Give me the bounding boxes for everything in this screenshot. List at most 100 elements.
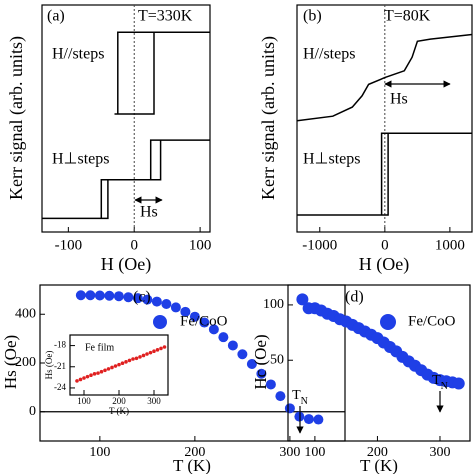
data-point — [151, 296, 162, 307]
annotation: T=330K — [138, 8, 193, 25]
annotation: TN — [292, 388, 308, 407]
data-point — [265, 379, 276, 390]
data-point — [92, 372, 97, 376]
data-point — [94, 290, 105, 301]
data-point — [218, 332, 229, 343]
legend-marker — [153, 315, 167, 329]
data-point — [303, 414, 314, 425]
x-tick-label: 100 — [89, 445, 110, 460]
data-point — [110, 365, 114, 370]
x-axis-label: T (K) — [109, 406, 129, 416]
x-axis-label: T (K) — [173, 456, 211, 474]
data-point — [180, 306, 191, 317]
annotation-main: T — [292, 388, 301, 403]
legend-marker — [380, 314, 396, 330]
annotation: (d) — [345, 289, 364, 306]
data-point — [275, 391, 286, 402]
data-point — [141, 353, 146, 358]
x-tick-label: 100 — [77, 396, 91, 406]
x-tick-label: -1000 — [302, 237, 337, 253]
y-tick-label: 200 — [15, 355, 36, 370]
legend-label: Fe/CoO — [180, 313, 228, 329]
data-point — [294, 411, 305, 422]
y-tick-label: 50 — [270, 352, 284, 367]
x-tick-label: 200 — [184, 445, 205, 460]
y-axis-label: Kerr signal (arb. units) — [258, 36, 279, 200]
data-point — [117, 362, 121, 367]
data-point — [162, 345, 167, 349]
x-tick-label: 0 — [130, 237, 138, 253]
x-tick-label: -100 — [55, 237, 83, 253]
y-tick-label: -18 — [54, 340, 66, 350]
x-tick-label: 100 — [304, 445, 325, 460]
data-point — [208, 324, 219, 335]
loop-curve — [42, 139, 210, 220]
data-point — [256, 368, 267, 379]
data-point — [237, 349, 248, 360]
data-point — [131, 357, 135, 361]
data-point — [103, 368, 107, 373]
y-tick-label: 0 — [29, 404, 36, 419]
series-label: H⊥steps — [303, 151, 361, 168]
annotation: (c) — [133, 289, 151, 306]
data-point — [170, 302, 181, 313]
y-axis-label: Hs (Oe) — [1, 335, 20, 389]
y-tick-label: 100 — [263, 297, 284, 312]
data-point — [99, 369, 104, 374]
plot-frame — [287, 284, 471, 442]
data-point — [296, 293, 309, 306]
annotation: TN — [432, 373, 448, 392]
x-tick-label: 1000 — [435, 237, 465, 253]
x-axis-label: H (Oe) — [359, 254, 409, 275]
data-point — [246, 358, 257, 369]
data-point — [159, 346, 163, 351]
x-tick-label: 200 — [112, 396, 126, 406]
x-tick-label: 300 — [429, 445, 450, 460]
annotation-main: T — [432, 373, 441, 388]
annotation: T=80K — [384, 8, 431, 25]
data-point — [113, 291, 124, 302]
data-point — [85, 290, 96, 301]
data-point — [104, 290, 115, 301]
x-tick-label: 300 — [147, 396, 161, 406]
data-point — [313, 414, 324, 425]
data-point — [89, 373, 93, 378]
annotation: Hs — [390, 91, 408, 108]
data-point — [148, 350, 153, 355]
data-point — [189, 311, 200, 322]
y-axis-label: Hc (Oe) — [251, 334, 270, 389]
data-point — [452, 377, 465, 390]
data-point — [227, 340, 238, 351]
data-point — [199, 317, 210, 328]
x-tick-label: 200 — [367, 445, 388, 460]
data-point — [155, 348, 160, 352]
data-point — [134, 356, 139, 361]
y-axis-label: Hs (Oe) — [44, 351, 54, 380]
annotation: (a) — [47, 8, 65, 25]
series-label: H//steps — [52, 46, 104, 63]
data-point — [106, 367, 111, 371]
annotation: (b) — [303, 8, 322, 25]
loop-curve — [114, 31, 210, 115]
series-label: H⊥steps — [52, 151, 110, 168]
loop-curve — [297, 132, 472, 216]
y-axis-label: Kerr signal (arb. units) — [6, 36, 27, 200]
data-point — [75, 379, 79, 383]
data-point — [85, 374, 90, 379]
annotation-subscript: N — [301, 396, 308, 407]
data-point — [75, 290, 86, 301]
data-point — [96, 371, 100, 375]
data-point — [145, 352, 149, 356]
x-axis-label: T (K) — [360, 456, 398, 474]
data-point — [127, 358, 132, 363]
data-point — [124, 360, 128, 364]
plot-frame — [41, 4, 211, 233]
data-point — [152, 349, 156, 354]
y-tick-label: -24 — [54, 382, 66, 392]
data-point — [120, 361, 125, 366]
loop-curve — [296, 33, 473, 122]
inset-title: Fe film — [85, 342, 114, 353]
y-tick-label: -21 — [54, 361, 66, 371]
x-tick-label: 0 — [381, 237, 389, 253]
